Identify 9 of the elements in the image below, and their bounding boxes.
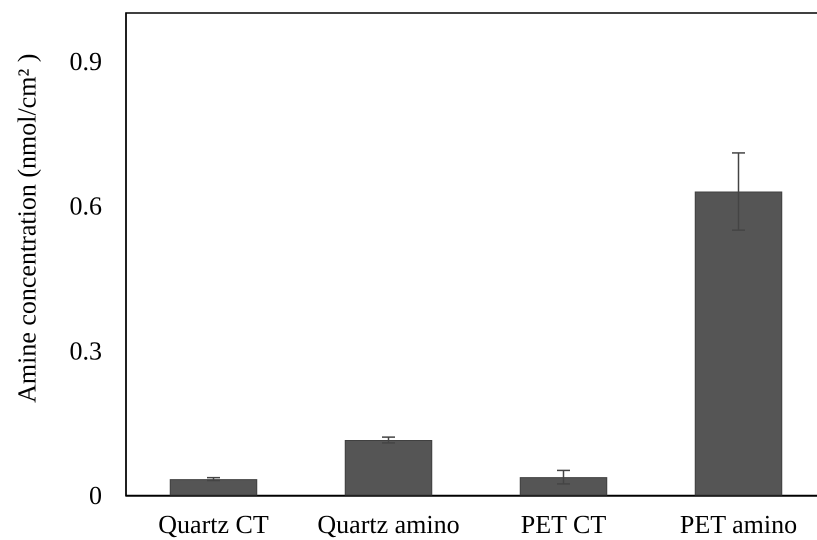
x-tick-label: PET CT — [520, 510, 606, 539]
y-tick-label: 0.3 — [70, 336, 102, 366]
y-tick-label: 0.9 — [70, 46, 102, 76]
x-tick-label: PET amino — [680, 510, 798, 539]
y-tick-label: 0 — [89, 481, 102, 510]
y-axis-title: Amine concentration (nmol/cm² ) — [12, 54, 42, 403]
y-tick-label: 0.6 — [70, 192, 102, 220]
x-tick-label: Quartz amino — [317, 510, 460, 539]
x-tick-label: Quartz CT — [158, 510, 269, 539]
